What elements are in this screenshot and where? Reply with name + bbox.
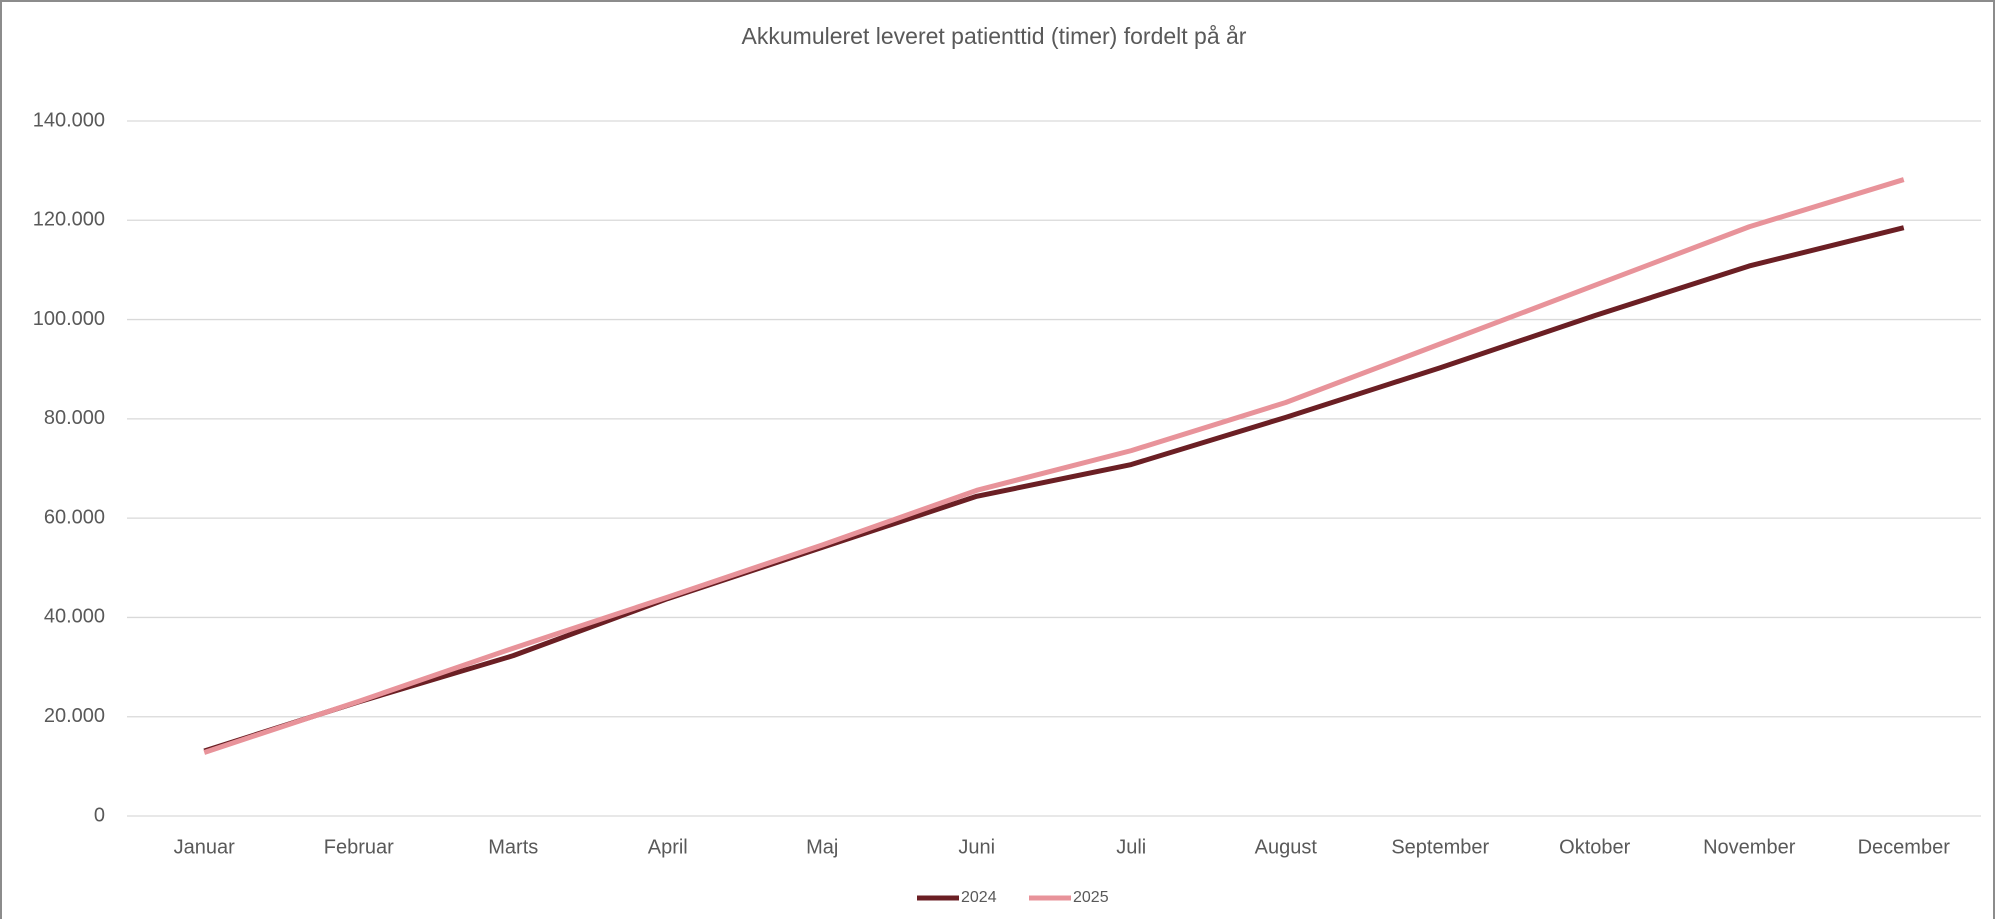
x-tick-label: September [1391,836,1489,858]
x-tick-label: August [1255,836,1318,858]
y-tick-label: 60.000 [44,506,105,528]
y-tick-label: 20.000 [44,705,105,727]
y-tick-label: 100.000 [33,308,105,330]
y-tick-label: 140.000 [33,109,105,131]
y-tick-label: 0 [94,804,105,826]
x-tick-label: Januar [174,836,235,858]
x-tick-label: Oktober [1559,836,1630,858]
x-tick-label: Juli [1116,836,1146,858]
series-line [203,225,1905,754]
y-tick-label: 80.000 [44,407,105,429]
x-tick-label: Februar [324,836,394,858]
legend-label: 2025 [1073,889,1109,906]
y-tick-label: 40.000 [44,606,105,628]
legend-label: 2024 [961,889,997,906]
chart-title: Akkumuleret leveret patienttid (timer) f… [742,23,1247,49]
x-tick-label: April [648,836,688,858]
x-tick-label: December [1858,836,1951,858]
x-tick-label: Maj [806,836,838,858]
series-line [203,177,1905,755]
x-tick-label: Marts [488,836,538,858]
x-tick-label: Juni [958,836,995,858]
y-tick-label: 120.000 [33,209,105,231]
x-tick-label: November [1703,836,1796,858]
